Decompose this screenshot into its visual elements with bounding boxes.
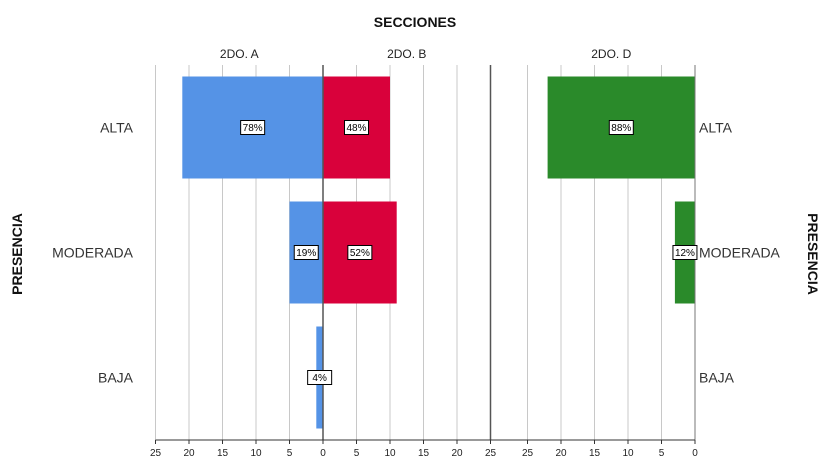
chart-title: SECCIONES (374, 14, 456, 30)
x-tick-label: 15 (418, 448, 430, 457)
x-tick-label: 0 (320, 448, 326, 457)
data-label-box (608, 120, 634, 135)
y-axis-title-left: PRESENCIA (9, 213, 25, 295)
data-label: 19% (296, 248, 316, 259)
data-label-box (344, 120, 369, 135)
data-label-box (347, 245, 373, 260)
labels: 78% 19% 4% 48% 52% 88% 12% 25 20 15 10 5 0 5 10 15 20 25 2… (52, 47, 780, 457)
data-label-box (672, 245, 698, 260)
x-tick-label: 5 (287, 448, 293, 457)
x-tick-label: 25 (150, 448, 162, 457)
x-tick-label: 5 (659, 448, 665, 457)
x-tick-label: 20 (183, 448, 195, 457)
panel-header: 2DO. D (591, 47, 631, 61)
data-label: 48% (346, 123, 366, 134)
data-label-box (293, 245, 319, 260)
x-tick-label: 0 (692, 448, 698, 457)
category-label-right: MODERADA (699, 245, 781, 261)
data-label: 52% (350, 248, 370, 259)
x-tick-label: 5 (354, 448, 360, 457)
category-label-left: ALTA (100, 120, 134, 136)
x-tick-label: 15 (589, 448, 601, 457)
data-label: 78% (243, 123, 263, 134)
y-axis-title-right: PRESENCIA (805, 213, 821, 295)
x-tick-label: 20 (555, 448, 567, 457)
panel-header: 2DO. A (220, 47, 259, 61)
x-tick-label: 15 (217, 448, 229, 457)
x-tick-label: 10 (622, 448, 634, 457)
data-label: 88% (611, 123, 631, 134)
data-label: 4% (312, 373, 327, 384)
category-label-left: MODERADA (52, 245, 134, 261)
category-label-right: ALTA (699, 120, 733, 136)
data-label: 12% (675, 248, 695, 259)
x-tick-label: 25 (522, 448, 534, 457)
x-tick-label: 10 (250, 448, 262, 457)
x-tick-label: 10 (384, 448, 396, 457)
x-tick-label: 25 (485, 448, 497, 457)
data-label-box (240, 120, 266, 135)
data-label-box (307, 370, 333, 385)
category-label-left: BAJA (98, 370, 134, 386)
panel-header: 2DO. B (387, 47, 426, 61)
category-label-right: BAJA (699, 370, 735, 386)
x-tick-label: 20 (451, 448, 463, 457)
